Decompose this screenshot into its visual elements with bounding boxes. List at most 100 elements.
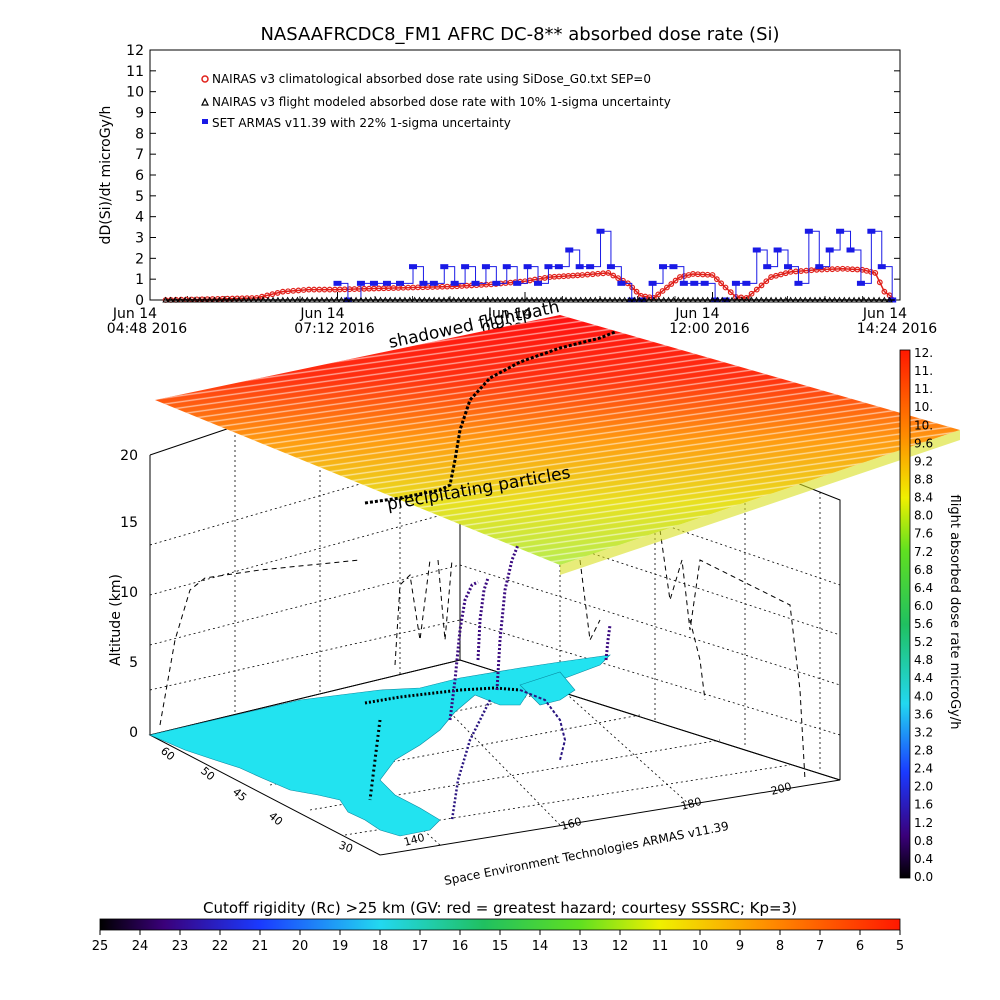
data-point [600,270,607,277]
data-point [633,288,640,295]
colorbar-bottom-tick: 12 [612,939,629,954]
data-point [357,296,365,303]
data-point [396,280,404,286]
shadowed-flightpath-projection [159,529,806,781]
y-tick-label: 2 [135,251,144,267]
colorbar-right-tick: 4.0 [914,689,933,703]
data-point [753,296,760,303]
y-tick-label: 8 [135,126,144,142]
data-point [274,296,282,303]
y-tick-label: 6 [135,168,144,184]
lat-tick: 45 [230,785,249,804]
data-point [792,296,799,303]
y-tick-label: 10 [126,85,144,101]
data-point [313,296,321,303]
data-point [672,277,679,284]
data-point [502,264,511,270]
data-point [450,280,459,286]
data-point [235,296,243,303]
cutoff-rigidity-slab [155,315,960,575]
data-point [343,296,350,303]
data-point [377,296,384,303]
data-point [850,296,858,303]
data-point [421,296,428,303]
data-point [455,296,462,303]
data-point [876,279,883,286]
data-point [846,247,855,253]
data-point [382,296,389,303]
x-tick-label: 12:00 2016 [669,321,750,337]
data-point [611,296,619,303]
y-tick-label: 4 [135,210,144,226]
colorbar-right-tick: 0.4 [914,852,933,866]
lon-tick: 160 [559,815,583,833]
data-point [484,296,492,303]
colorbar-right-tick: 7.2 [914,545,933,559]
data-point [640,296,648,303]
data-point [826,296,833,303]
legend-marker-square [202,119,208,124]
data-point [401,296,409,303]
data-point [269,291,276,298]
data-point [499,296,506,303]
data-point [762,296,770,303]
colorbar-right-label: flight absorbed dose rate microGy/h [947,495,962,730]
data-point [450,296,457,303]
data-point [367,296,374,303]
data-point [554,264,563,270]
data-point [172,296,179,303]
lat-tick: 40 [266,809,285,828]
series-set-armas [333,228,897,303]
data-point [323,296,331,303]
data-point [494,296,501,303]
data-point [626,296,633,303]
data-point [821,296,829,303]
y-tick-label: 7 [135,147,144,163]
x-tick-label: 04:48 2016 [107,321,188,337]
data-point [372,296,379,303]
data-point [356,280,365,286]
colorbar-bottom-tick: 7 [816,939,824,954]
data-point [575,264,584,270]
series-nairas-flight [162,296,895,303]
data-point [767,296,775,303]
data-point [406,296,414,303]
data-point [679,280,688,286]
data-point [845,296,853,303]
data-point [704,296,711,303]
colorbar-right-tick: 6.4 [914,581,933,595]
data-point [333,296,340,303]
data-point [567,296,575,303]
data-point [731,280,740,286]
x-tick-label: Jun 14 [487,306,532,322]
data-point [430,296,438,303]
colorbar-bottom-ticks: 25 24 23 22 21 20 19 18 17 16 15 14 13 12 11 10 9 8 7 6 5 [92,930,904,954]
data-point [841,296,848,303]
data-point [186,296,194,303]
data-point [635,296,643,303]
legend-marker-circle [201,75,209,83]
colorbar-right-tick: 7.6 [914,527,933,541]
data-point [787,268,794,275]
data-point [592,296,599,303]
data-point [648,280,657,286]
data-point [411,296,418,303]
colorbar-bottom-tick: 10 [692,939,709,954]
colorbar-bottom-tick: 6 [856,939,864,954]
data-point [606,296,614,303]
data-point [264,296,272,303]
data-point [616,296,623,303]
data-point [269,296,277,303]
data-point [802,296,809,303]
colorbar-right-tick: 10. [914,418,933,432]
colorbar-bottom-tick: 18 [372,939,389,954]
data-point [665,296,672,303]
colorbar-right-tick: 8.4 [914,491,933,505]
data-point [557,296,565,303]
data-point [811,296,819,303]
colorbar-right-tick: 10. [914,400,933,414]
colorbar-right-tick: 2.4 [914,762,933,776]
data-point [167,296,174,303]
colorbar-cutoff-rigidity: Cutoff rigidity (Rc) >25 km (GV: red = g… [92,899,904,954]
data-point [216,296,223,303]
